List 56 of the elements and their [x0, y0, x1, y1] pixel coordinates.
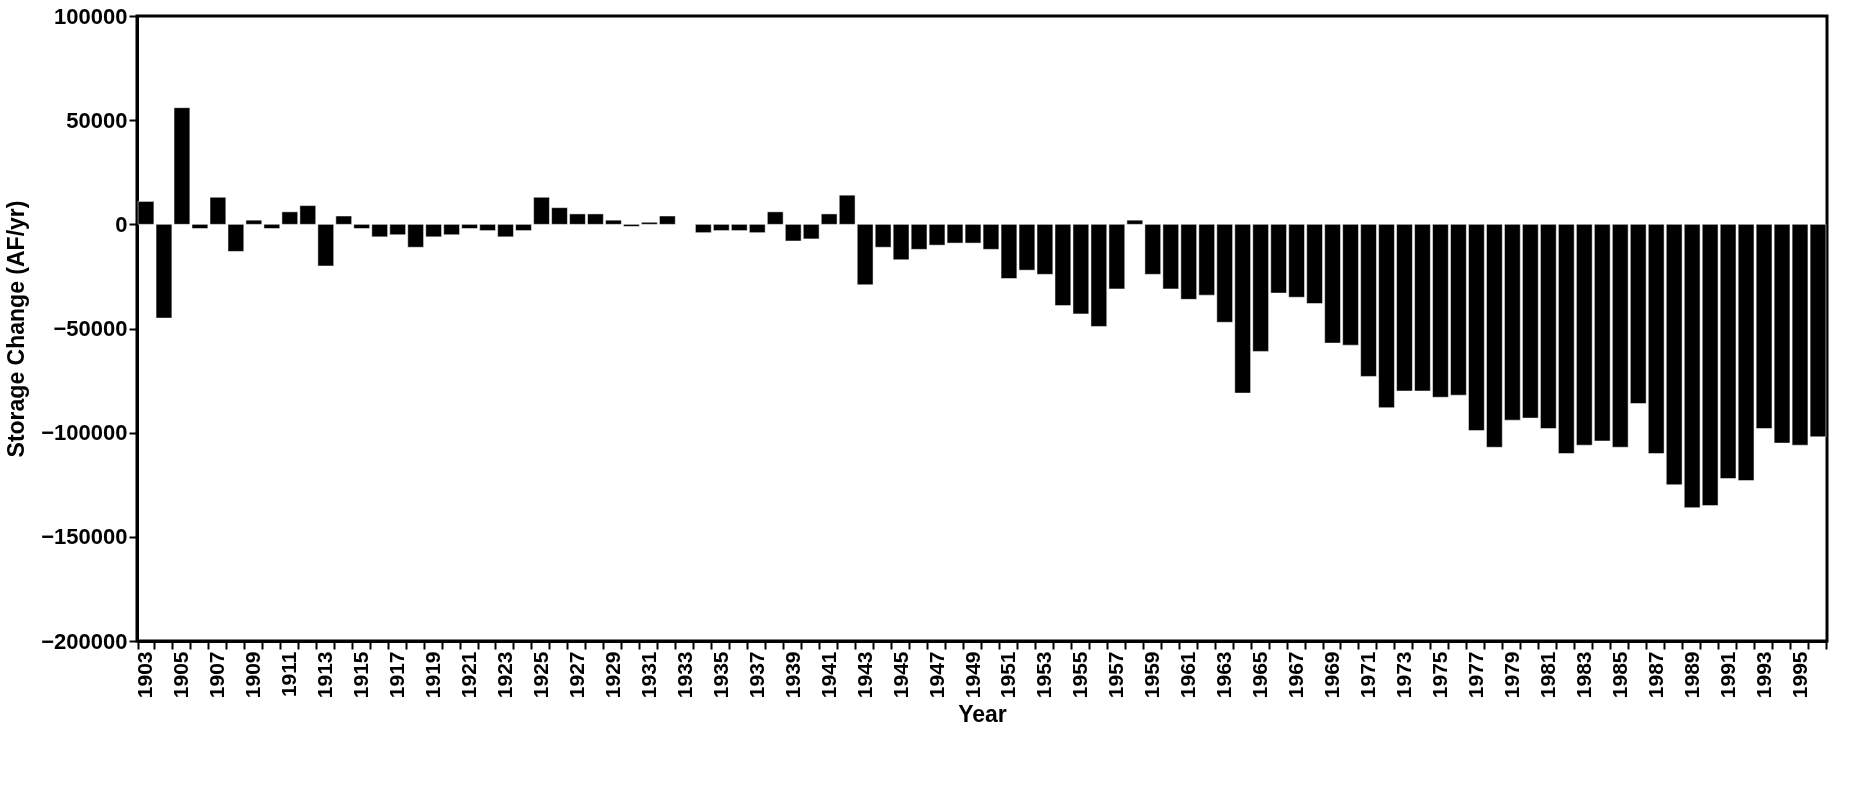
x-tick-label: 1935: [708, 651, 732, 699]
x-tick-label: 1995: [1787, 651, 1811, 699]
x-tick-label: 1909: [241, 651, 265, 699]
x-tick-label: 1913: [313, 651, 337, 699]
y-tick-label: −200000: [41, 628, 128, 654]
x-tick-label: 1971: [1356, 651, 1380, 699]
x-tick-label: 1921: [457, 651, 481, 699]
x-tick-label: 1993: [1751, 651, 1775, 699]
y-axis-title: Storage Change (AF/yr): [3, 200, 30, 458]
x-tick-label: 1939: [780, 651, 804, 699]
x-tick-label: 1925: [529, 651, 553, 699]
x-tick-label: 1955: [1068, 651, 1092, 699]
x-tick-label: 1905: [169, 651, 193, 699]
x-tick-label: 1951: [996, 651, 1020, 699]
x-tick-label: 1985: [1607, 651, 1631, 699]
y-tick-label: 0: [115, 211, 128, 237]
x-tick-label: 1977: [1463, 651, 1487, 699]
y-tick-label: 50000: [66, 107, 128, 133]
x-tick-label: 1959: [1140, 651, 1164, 699]
x-tick-label: 1973: [1392, 651, 1415, 699]
x-tick-label: 1983: [1571, 651, 1595, 699]
y-tick-label: −100000: [41, 420, 128, 446]
x-tick-label: 1947: [924, 651, 948, 699]
y-tick-label: 100000: [54, 3, 128, 29]
x-axis-title: Year: [958, 701, 1007, 728]
x-tick-label: 1941: [816, 651, 840, 699]
x-tick-label: 1965: [1248, 651, 1272, 699]
x-tick-label: 1953: [1032, 651, 1056, 699]
x-tick-label: 1937: [744, 651, 768, 699]
x-tick-label: 1961: [1176, 651, 1200, 699]
x-tick-label: 1929: [600, 651, 624, 699]
x-tick-label: 1957: [1104, 651, 1128, 699]
x-tick-label: 1989: [1679, 651, 1703, 699]
x-tick-label: 1903: [133, 651, 157, 699]
x-tick-label: 1967: [1284, 651, 1308, 699]
x-tick-label: 1923: [493, 651, 517, 699]
x-tick-label: 1975: [1427, 651, 1451, 699]
y-tick-label: −50000: [53, 316, 128, 341]
x-tick-label: 1969: [1320, 651, 1344, 699]
x-tick-label: 1907: [205, 651, 229, 699]
y-tick-label: −150000: [41, 524, 128, 550]
x-tick-label: 1927: [564, 651, 588, 699]
x-tick-label: 1949: [960, 651, 984, 699]
x-tick-label: 1931: [636, 651, 660, 699]
x-tick-label: 1991: [1715, 651, 1739, 699]
x-tick-label: 1945: [888, 651, 912, 699]
x-tick-label: 1987: [1643, 651, 1667, 699]
x-tick-label: 1919: [421, 651, 445, 699]
x-tick-label: 1915: [349, 651, 373, 699]
x-tick-label: 1963: [1212, 651, 1236, 699]
x-tick-label: 1917: [385, 651, 409, 699]
x-tick-label: 1933: [672, 651, 696, 699]
x-tick-label: 1981: [1535, 651, 1559, 699]
x-tick-label: 1979: [1499, 651, 1523, 699]
x-tick-label: 1911: [277, 651, 301, 698]
x-tick-label: 1943: [852, 651, 876, 699]
